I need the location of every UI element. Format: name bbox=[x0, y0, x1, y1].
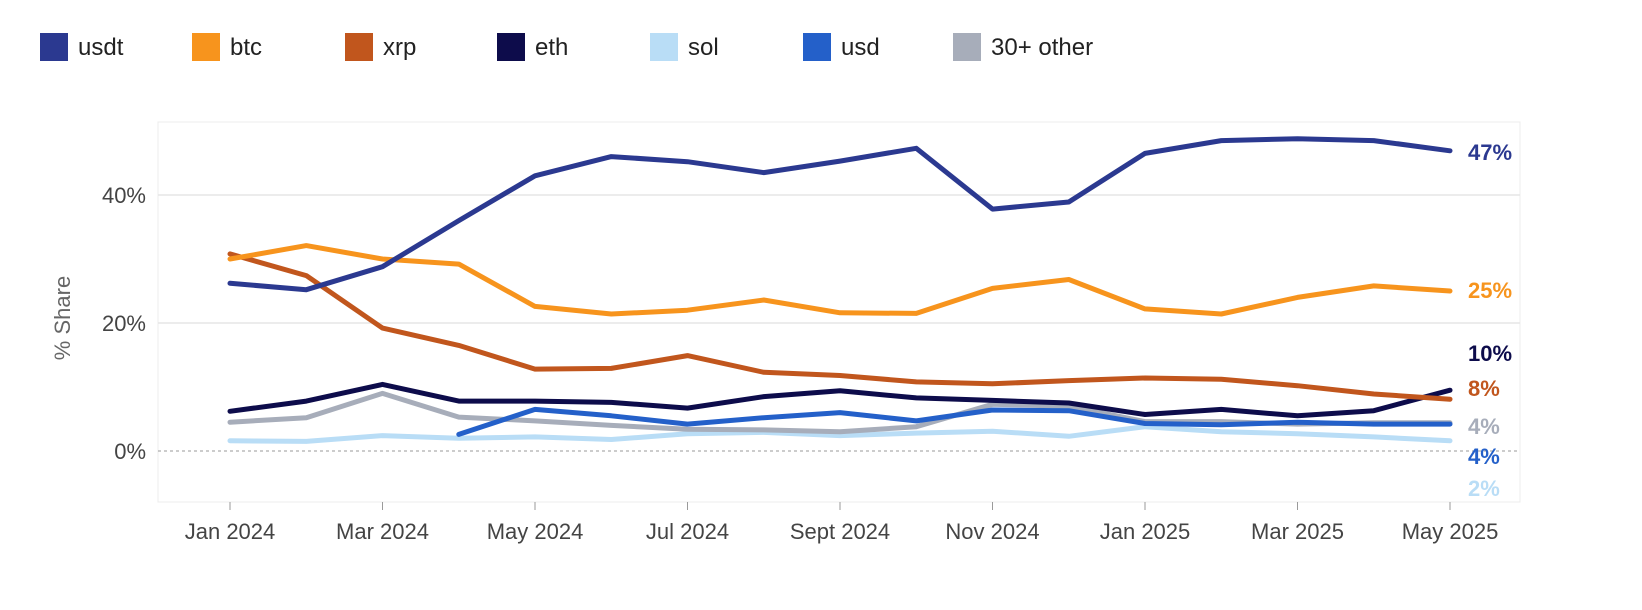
series-line-sol bbox=[227, 424, 1453, 444]
y-tick-label: 0% bbox=[114, 439, 146, 464]
end-label-btc: 25% bbox=[1468, 278, 1512, 303]
x-tick-label: Mar 2024 bbox=[336, 519, 429, 544]
legend-item: btc bbox=[192, 33, 262, 61]
x-tick-label: May 2024 bbox=[487, 519, 584, 544]
y-tick-label: 20% bbox=[102, 311, 146, 336]
series-line-xrp bbox=[227, 251, 1453, 402]
legend-item: sol bbox=[650, 33, 719, 61]
end-label-30-other: 4% bbox=[1468, 414, 1500, 439]
x-axis: Jan 2024 Mar 2024 May 2024 Jul 2024 Sept 202… bbox=[185, 502, 1499, 544]
legend-item: 30+ other bbox=[953, 33, 1093, 61]
legend-item: usd bbox=[803, 33, 880, 61]
legend-swatch bbox=[650, 33, 678, 61]
legend-swatch bbox=[345, 33, 373, 61]
legend-label: 30+ other bbox=[991, 34, 1093, 61]
y-axis-title: % Share bbox=[50, 276, 75, 360]
end-label-usd: 4% bbox=[1468, 444, 1500, 469]
y-axis: 0% 20% 40% bbox=[102, 183, 146, 464]
legend-swatch bbox=[497, 33, 525, 61]
legend-label: eth bbox=[535, 34, 568, 61]
x-tick-label: Jan 2024 bbox=[185, 519, 276, 544]
legend-label: sol bbox=[688, 34, 719, 61]
legend-item: eth bbox=[497, 33, 568, 61]
legend: usdt btc xrp eth sol usd 30+ other bbox=[40, 33, 1093, 61]
legend-swatch bbox=[803, 33, 831, 61]
series-line-eth bbox=[227, 381, 1453, 419]
legend-label: xrp bbox=[383, 34, 416, 61]
y-tick-label: 40% bbox=[102, 183, 146, 208]
legend-swatch bbox=[40, 33, 68, 61]
x-tick-label: Jul 2024 bbox=[646, 519, 729, 544]
legend-label: usdt bbox=[78, 34, 124, 61]
legend-swatch bbox=[192, 33, 220, 61]
series-line-btc bbox=[227, 243, 1453, 317]
x-tick-label: Mar 2025 bbox=[1251, 519, 1344, 544]
legend-item: usdt bbox=[40, 33, 124, 61]
series-lines bbox=[227, 136, 1453, 444]
end-label-eth: 10% bbox=[1468, 341, 1512, 366]
x-tick-label: May 2025 bbox=[1402, 519, 1499, 544]
series-line-usdt bbox=[227, 136, 1453, 293]
legend-item: xrp bbox=[345, 33, 416, 61]
series-line-usd bbox=[456, 406, 1453, 437]
x-tick-label: Nov 2024 bbox=[945, 519, 1039, 544]
legend-label: usd bbox=[841, 34, 880, 61]
end-labels: 47% 25% 8% 10% 2% 4% 4% bbox=[1468, 140, 1512, 501]
x-tick-label: Jan 2025 bbox=[1100, 519, 1191, 544]
x-tick-label: Sept 2024 bbox=[790, 519, 890, 544]
legend-swatch bbox=[953, 33, 981, 61]
end-label-sol: 2% bbox=[1468, 476, 1500, 501]
end-label-xrp: 8% bbox=[1468, 376, 1500, 401]
legend-label: btc bbox=[230, 34, 262, 61]
end-label-usdt: 47% bbox=[1468, 140, 1512, 165]
